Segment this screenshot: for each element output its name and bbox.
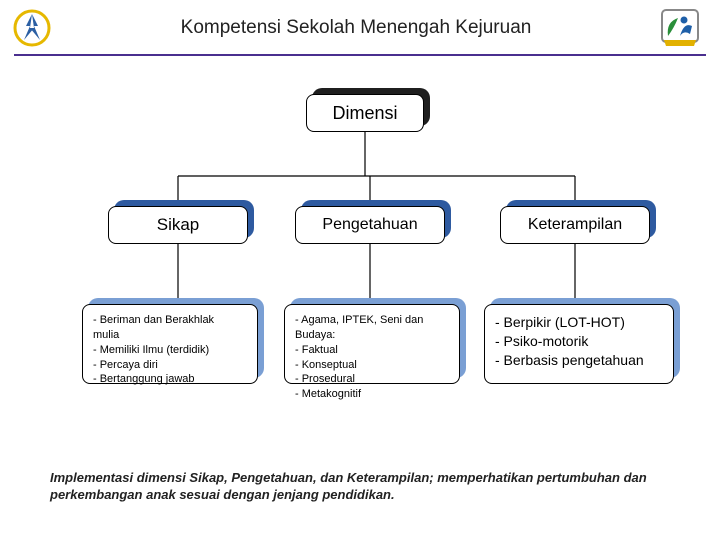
node-sikap: Sikap <box>108 206 248 244</box>
leaf-keterampilan-detail: - Berpikir (LOT-HOT) - Psiko-motorik - B… <box>484 304 674 384</box>
page-title: Kompetensi Sekolah Menengah Kejuruan <box>52 17 660 39</box>
tut-wuri-logo <box>12 8 52 48</box>
header: Kompetensi Sekolah Menengah Kejuruan <box>0 0 720 52</box>
node-pengetahuan: Pengetahuan <box>295 206 445 244</box>
kurikulum-logo <box>660 8 700 48</box>
footer-note: Implementasi dimensi Sikap, Pengetahuan,… <box>50 469 670 504</box>
leaf-sikap-detail: - Beriman dan Berakhlak mulia - Memiliki… <box>82 304 258 384</box>
node-root: Dimensi <box>306 94 424 132</box>
diagram-stage: Dimensi Sikap Pengetahuan Keterampilan - Ber… <box>0 56 720 456</box>
leaf-pengetahuan-detail: - Agama, IPTEK, Seni dan Budaya: - Faktu… <box>284 304 460 384</box>
node-keterampilan: Keterampilan <box>500 206 650 244</box>
